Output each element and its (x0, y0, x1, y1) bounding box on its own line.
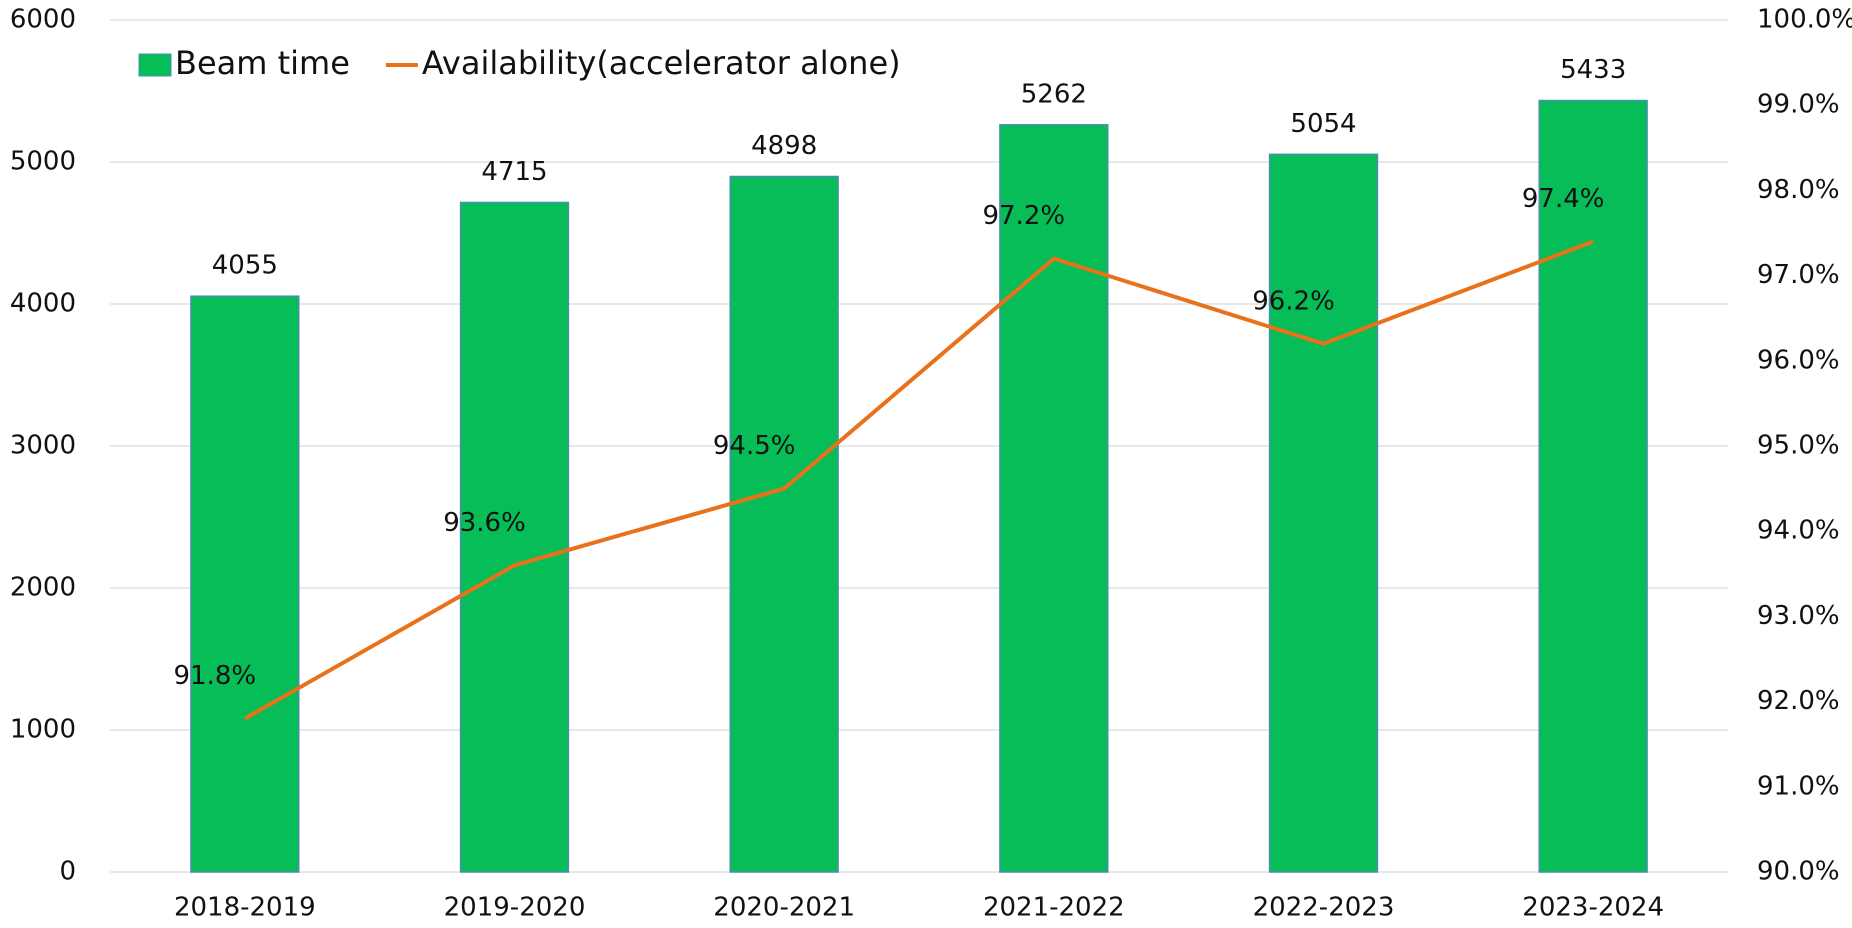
bar-label: 5433 (1560, 55, 1626, 85)
y-tick-label: 5000 (10, 147, 76, 177)
x-tick-label: 2021-2022 (983, 893, 1125, 923)
y2-tick-label: 99.0% (1757, 90, 1840, 120)
x-tick-label: 2020-2021 (713, 893, 855, 923)
y2-tick-label: 97.0% (1757, 260, 1840, 290)
y-tick-label: 4000 (10, 289, 76, 319)
line (243, 239, 1594, 721)
line-label: 94.5% (713, 431, 796, 461)
y2-tick-label: 95.0% (1757, 431, 1840, 461)
bar (1538, 99, 1648, 873)
bar (1268, 153, 1379, 873)
line-label: 97.4% (1522, 184, 1605, 214)
bar-label: 4055 (212, 251, 278, 281)
y2-tick-label: 94.0% (1757, 516, 1840, 546)
bar-label: 4715 (481, 157, 547, 187)
x-tick-label: 2023-2024 (1522, 893, 1664, 923)
x-tick-label: 2019-2020 (444, 893, 586, 923)
bar (190, 295, 300, 873)
y-tick-label: 6000 (10, 5, 76, 35)
line-label: 97.2% (983, 201, 1066, 231)
bar-label: 5262 (1021, 79, 1087, 109)
bar (999, 124, 1109, 873)
legend-swatch (138, 53, 172, 77)
y2-tick-label: 96.0% (1757, 345, 1840, 375)
x-tick-label: 2018-2019 (174, 893, 316, 923)
y-tick-label: 1000 (10, 715, 76, 745)
x-tick-label: 2022-2023 (1253, 893, 1395, 923)
y2-tick-label: 100.0% (1757, 5, 1852, 35)
bar (459, 201, 570, 873)
y-tick-label: 0 (59, 857, 76, 887)
legend-label: Beam time (175, 44, 350, 82)
line-label: 93.6% (443, 508, 526, 538)
y2-tick-label: 98.0% (1757, 175, 1840, 205)
line-label: 91.8% (174, 661, 257, 691)
y2-tick-label: 90.0% (1757, 857, 1840, 887)
line-label: 96.2% (1252, 286, 1335, 316)
y-tick-label: 2000 (10, 573, 76, 603)
legend-label: Availability(accelerator alone) (422, 44, 901, 82)
bar-label: 5054 (1290, 109, 1356, 139)
y2-tick-label: 92.0% (1757, 686, 1840, 716)
y2-tick-label: 91.0% (1757, 771, 1840, 801)
bar-label: 4898 (751, 131, 817, 161)
y-tick-label: 3000 (10, 431, 76, 461)
y2-tick-label: 93.0% (1757, 601, 1840, 631)
bar (729, 175, 839, 873)
